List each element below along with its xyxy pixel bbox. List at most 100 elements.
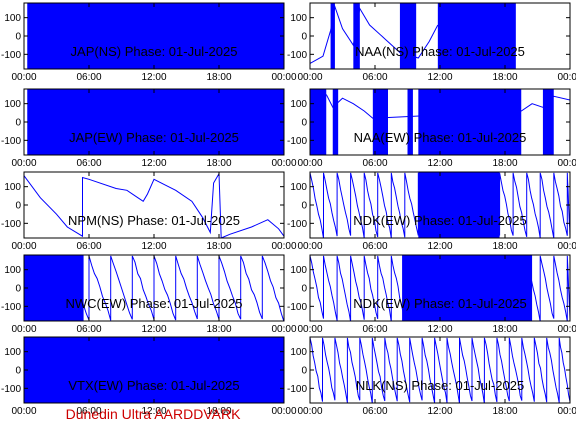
phase-panel: 100 0 -100 00:00 06:00 12:00 18:00 00:00 NPM(NS)… bbox=[1, 171, 297, 252]
dense-trace-segment bbox=[407, 89, 413, 155]
y-tick-label: -100 bbox=[287, 136, 307, 147]
x-tick-label: 18:00 bbox=[206, 72, 231, 83]
x-tick-label: 00:00 bbox=[297, 241, 322, 252]
x-tick-label: 00:00 bbox=[557, 406, 576, 417]
y-tick-label: -100 bbox=[287, 302, 307, 313]
x-tick-label: 12:00 bbox=[141, 241, 166, 252]
x-tick-label: 00:00 bbox=[557, 241, 576, 252]
phase-trace bbox=[24, 337, 284, 403]
x-tick-label: 12:00 bbox=[427, 406, 452, 417]
phase-panel: 100 0 -100 00:00 06:00 12:00 18:00 00:00 JAP(NS)… bbox=[1, 2, 297, 83]
dense-trace-segment bbox=[24, 337, 284, 403]
y-tick-label: -100 bbox=[1, 219, 21, 230]
x-tick-label: 06:00 bbox=[362, 158, 387, 169]
x-tick-label: 00:00 bbox=[297, 158, 322, 169]
phase-trace bbox=[27, 89, 284, 155]
x-tick-label: 12:00 bbox=[427, 241, 452, 252]
y-tick-label: 100 bbox=[4, 265, 21, 276]
panel-title: NWC(EW) Phase: 01-Jul-2025 bbox=[66, 296, 243, 311]
phase-panel: 100 0 -100 00:00 06:00 12:00 18:00 00:00 VTX(EW)… bbox=[1, 336, 297, 417]
phase-trace bbox=[310, 172, 570, 238]
x-tick-label: 00:00 bbox=[271, 158, 296, 169]
panel-title: NDK(EW) Phase: 01-Jul-2025 bbox=[353, 296, 526, 311]
x-tick-label: 18:00 bbox=[492, 241, 517, 252]
phase-panel: 100 0 -100 00:00 06:00 12:00 18:00 00:00 NDK(EW)… bbox=[287, 171, 576, 252]
x-tick-label: 12:00 bbox=[427, 324, 452, 335]
x-tick-label: 00:00 bbox=[557, 158, 576, 169]
dense-trace-segment bbox=[437, 3, 516, 69]
y-tick-label: -100 bbox=[1, 384, 21, 395]
x-tick-label: 00:00 bbox=[11, 241, 36, 252]
y-tick-label: 100 bbox=[4, 13, 21, 24]
phase-panel: 100 0 -100 00:00 06:00 12:00 18:00 00:00 NWC(EW)… bbox=[1, 254, 297, 335]
phase-panel: 100 0 -100 00:00 06:00 12:00 18:00 00:00 NLK(NS)… bbox=[287, 336, 576, 417]
dense-trace-segment bbox=[418, 89, 522, 155]
y-tick-label: 0 bbox=[15, 118, 21, 129]
dense-trace-segment bbox=[27, 89, 284, 155]
x-tick-label: 12:00 bbox=[141, 158, 166, 169]
x-tick-label: 18:00 bbox=[206, 406, 231, 417]
x-tick-label: 00:00 bbox=[297, 406, 322, 417]
y-tick-label: -100 bbox=[287, 50, 307, 61]
phase-line bbox=[310, 172, 570, 238]
x-tick-label: 06:00 bbox=[76, 72, 101, 83]
x-tick-label: 06:00 bbox=[362, 72, 387, 83]
dense-trace-segment bbox=[399, 3, 417, 69]
y-tick-label: 100 bbox=[4, 347, 21, 358]
footer-label: Dunedin Ultra AARDDVARK bbox=[66, 406, 241, 422]
y-tick-label: 100 bbox=[290, 265, 307, 276]
y-tick-label: 0 bbox=[301, 118, 307, 129]
x-tick-label: 00:00 bbox=[271, 72, 296, 83]
panel-title: JAP(EW) Phase: 01-Jul-2025 bbox=[69, 130, 239, 145]
dense-trace-segment bbox=[27, 3, 284, 69]
plot-frame bbox=[23, 171, 285, 239]
x-tick-label: 00:00 bbox=[11, 406, 36, 417]
x-tick-label: 06:00 bbox=[362, 241, 387, 252]
phase-line bbox=[325, 94, 570, 119]
phase-line bbox=[310, 337, 570, 403]
x-tick-label: 00:00 bbox=[271, 241, 296, 252]
panel-title: JAP(NS) Phase: 01-Jul-2025 bbox=[71, 44, 238, 59]
y-tick-label: 100 bbox=[290, 347, 307, 358]
phase-trace bbox=[310, 3, 516, 69]
x-tick-label: 18:00 bbox=[492, 158, 517, 169]
panel-title: NPM(NS) Phase: 01-Jul-2025 bbox=[68, 213, 240, 228]
phase-panel: 100 0 -100 00:00 06:00 12:00 18:00 00:00 NDK(EW)… bbox=[287, 254, 576, 335]
x-tick-label: 06:00 bbox=[362, 324, 387, 335]
y-tick-label: 0 bbox=[15, 366, 21, 377]
phase-line bbox=[310, 255, 570, 321]
x-tick-label: 06:00 bbox=[76, 324, 101, 335]
phase-line bbox=[24, 172, 284, 238]
dense-trace-segment bbox=[332, 89, 339, 155]
y-tick-label: -100 bbox=[1, 136, 21, 147]
phase-trace bbox=[27, 3, 284, 69]
y-tick-label: 0 bbox=[301, 201, 307, 212]
phase-trace bbox=[310, 89, 570, 155]
phase-panel: 100 0 -100 00:00 06:00 12:00 18:00 00:00 JAP(EW)… bbox=[1, 88, 297, 169]
x-tick-label: 06:00 bbox=[362, 406, 387, 417]
phase-panel: 100 0 -100 00:00 06:00 12:00 18:00 00:00 NAA(NS)… bbox=[287, 2, 576, 83]
x-tick-label: 18:00 bbox=[206, 241, 231, 252]
panel-title: NAA(NS) Phase: 01-Jul-2025 bbox=[355, 44, 525, 59]
x-tick-label: 00:00 bbox=[297, 72, 322, 83]
x-tick-label: 00:00 bbox=[297, 324, 322, 335]
phase-trace bbox=[310, 255, 570, 321]
x-tick-label: 18:00 bbox=[492, 72, 517, 83]
dense-trace-segment bbox=[372, 89, 388, 155]
x-tick-label: 00:00 bbox=[557, 324, 576, 335]
x-tick-label: 00:00 bbox=[11, 72, 36, 83]
x-tick-label: 12:00 bbox=[141, 324, 166, 335]
phase-trace bbox=[310, 337, 570, 403]
y-tick-label: 0 bbox=[15, 32, 21, 43]
dense-trace-segment bbox=[330, 3, 335, 69]
panel-title: NAA(EW) Phase: 01-Jul-2025 bbox=[354, 130, 527, 145]
x-tick-label: 00:00 bbox=[271, 324, 296, 335]
x-tick-label: 12:00 bbox=[427, 158, 452, 169]
y-tick-label: -100 bbox=[1, 302, 21, 313]
panel-title: NDK(EW) Phase: 01-Jul-2025 bbox=[353, 213, 526, 228]
x-tick-label: 06:00 bbox=[76, 158, 101, 169]
y-tick-label: 0 bbox=[301, 366, 307, 377]
y-tick-label: 0 bbox=[15, 201, 21, 212]
x-tick-label: 00:00 bbox=[11, 158, 36, 169]
